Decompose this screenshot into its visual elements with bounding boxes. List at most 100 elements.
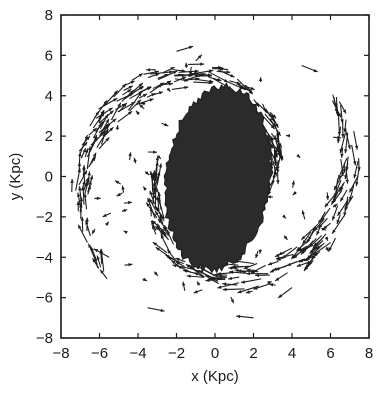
velocity-vector [139,86,152,94]
velocity-vector [104,126,114,136]
velocity-vector [160,234,172,255]
velocity-vector [174,73,195,77]
velocity-vector [99,118,110,137]
velocity-vector [253,99,260,108]
velocity-vector [275,253,294,260]
velocity-vector [147,307,165,312]
velocity-vector [90,246,97,259]
velocity-vector [339,189,348,202]
velocity-vector [144,171,150,176]
velocity-vector [151,224,157,235]
velocity-vector [353,130,359,150]
velocity-vector [195,54,203,62]
velocity-vector [159,215,164,225]
velocity-vector [276,169,280,185]
velocity-vector [266,195,273,199]
velocity-vector [291,180,295,188]
velocity-vector [78,203,83,213]
velocity-vector [196,281,201,286]
velocity-vector [151,171,156,180]
velocity-vector [117,110,133,123]
velocity-vector [300,240,314,255]
velocity-vector [145,202,158,219]
velocity-vector [336,214,341,225]
velocity-vector [175,261,185,268]
velocity-vector [237,269,259,273]
velocity-vector [255,273,270,277]
velocity-vector [70,179,74,193]
velocity-vector [214,273,228,277]
velocity-vector [76,201,80,212]
velocity-vector [304,260,314,269]
velocity-vector [272,265,287,271]
velocity-vector [157,73,169,79]
y-tick-label: −2 [36,209,53,226]
velocity-vector [115,103,127,111]
velocity-vector [123,201,133,205]
x-tick-label: −8 [52,345,69,362]
velocity-vector [186,274,205,278]
y-tick-label: −4 [36,249,53,266]
velocity-vector [104,90,119,106]
velocity-vector [193,81,213,85]
central-bar [163,82,274,274]
y-tick-labels: −8 −6 −4 −2 0 2 4 6 8 [36,7,53,347]
velocity-vector [282,214,287,219]
y-tick-label: −8 [36,330,53,347]
velocity-vector [171,259,180,267]
velocity-vector [83,193,88,210]
velocity-vector [343,119,347,133]
velocity-vector [232,265,250,269]
velocity-vector [154,210,163,223]
velocity-vector [264,108,275,122]
x-tick-label: 4 [288,345,296,362]
velocity-vector [245,290,253,294]
velocity-vector [138,103,145,110]
velocity-vector [302,231,312,245]
velocity-vector [278,247,293,256]
velocity-vector [341,120,345,138]
velocity-vector [337,157,348,180]
velocity-vector [95,107,113,119]
velocity-vector [331,215,345,234]
velocity-vector [345,129,351,150]
velocity-vector [89,110,100,127]
velocity-vector [217,69,235,78]
velocity-vector [147,150,157,154]
velocity-vector [115,125,120,130]
velocity-vector [148,198,157,211]
velocity-vector [93,248,110,258]
velocity-vector [269,283,276,287]
velocity-vector [91,228,96,235]
velocity-vector [207,71,229,83]
velocity-vector [129,99,142,112]
y-tick-label: −6 [36,290,53,307]
velocity-vector [89,152,97,166]
velocity-vector [149,170,155,191]
velocity-vector [116,192,123,197]
velocity-vector [320,207,331,222]
velocity-vector [86,136,98,158]
velocity-vector [218,274,228,279]
velocity-vector [274,272,288,282]
velocity-vector [303,255,315,262]
velocity-vector [155,207,164,219]
y-tick-label: 0 [45,169,53,186]
velocity-vector [340,159,345,177]
velocity-vector [121,208,128,212]
velocity-vector [171,85,189,91]
velocity-vector [96,255,102,268]
x-tick-label: 8 [365,345,373,362]
velocity-vector [94,196,101,201]
velocity-vector [227,276,240,280]
velocity-vector [339,133,346,154]
velocity-vector [87,171,91,186]
y-tick-label: 2 [45,128,53,145]
velocity-vector [172,264,195,271]
velocity-vector [322,222,331,230]
velocity-vector [150,70,174,75]
x-tick-label: −6 [91,345,108,362]
velocity-vector [172,69,186,73]
velocity-vector [328,237,336,252]
velocity-vector [146,68,156,72]
